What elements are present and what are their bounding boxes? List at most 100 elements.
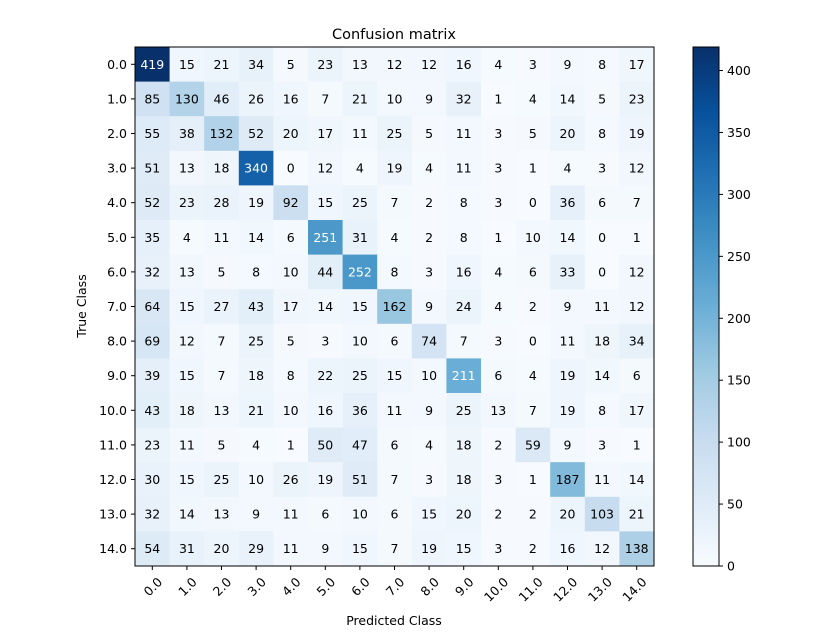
- heatmap-cell: [481, 254, 517, 290]
- heatmap-cell: [135, 531, 171, 567]
- heatmap-cell: [308, 150, 344, 186]
- heatmap-cell: [619, 323, 655, 359]
- cell-value-label: 18: [214, 161, 230, 176]
- x-tick-label: 6.0: [348, 574, 373, 599]
- cell-value-label: 3: [598, 437, 606, 452]
- cell-value-label: 19: [421, 541, 437, 556]
- heatmap-cell: [377, 220, 413, 256]
- cell-value-label: 92: [283, 195, 299, 210]
- cell-value-label: 3: [494, 161, 502, 176]
- heatmap-cell: [238, 254, 274, 290]
- heatmap-cell: [169, 358, 205, 394]
- heatmap-cell: [550, 150, 586, 186]
- heatmap-cell: [273, 185, 309, 221]
- x-axis-label: Predicted Class: [346, 613, 442, 628]
- heatmap-cell: [619, 358, 655, 394]
- cell-value-label: 43: [248, 299, 264, 314]
- colorbar-tick-label: 200: [727, 311, 751, 326]
- cell-value-label: 7: [391, 195, 399, 210]
- cell-value-label: 23: [629, 91, 645, 106]
- heatmap-cell: [411, 150, 447, 186]
- cell-value-label: 27: [214, 299, 230, 314]
- cell-value-label: 252: [348, 264, 372, 279]
- heatmap-cell: [308, 220, 344, 256]
- heatmap-cell: [446, 323, 482, 359]
- cell-value-label: 12: [629, 299, 645, 314]
- heatmap-cell: [169, 323, 205, 359]
- cell-value-label: 16: [560, 541, 576, 556]
- heatmap-cell: [550, 531, 586, 567]
- heatmap-cell: [204, 393, 240, 429]
- cell-value-label: 12: [317, 161, 333, 176]
- cell-value-label: 11: [594, 299, 610, 314]
- cell-value-label: 0: [529, 195, 537, 210]
- cell-value-label: 12: [421, 57, 437, 72]
- heatmap-cell: [273, 47, 309, 83]
- cell-value-label: 11: [560, 334, 576, 349]
- heatmap-cell: [584, 289, 620, 325]
- heatmap-cell: [550, 81, 586, 117]
- heatmap-cell: [515, 220, 551, 256]
- heatmap-cell: [377, 358, 413, 394]
- heatmap-cell: [377, 323, 413, 359]
- cell-value-label: 340: [244, 161, 268, 176]
- heatmap-cell: [446, 81, 482, 117]
- x-tick-label: 12.0: [550, 574, 580, 604]
- cell-value-label: 0: [529, 334, 537, 349]
- heatmap-cell: [308, 254, 344, 290]
- cell-value-label: 6: [494, 368, 502, 383]
- heatmap-cell: [135, 323, 171, 359]
- heatmap-cell: [342, 462, 378, 498]
- cell-value-label: 0: [287, 161, 295, 176]
- cell-value-label: 19: [248, 195, 264, 210]
- cell-value-label: 29: [248, 541, 264, 556]
- cell-value-label: 38: [179, 126, 195, 141]
- heatmap-cell: [342, 427, 378, 463]
- heatmap-cell: [342, 185, 378, 221]
- heatmap-cell: [238, 427, 274, 463]
- cell-value-label: 28: [214, 195, 230, 210]
- heatmap-cell: [550, 323, 586, 359]
- heatmap-cell: [481, 81, 517, 117]
- cell-value-label: 9: [564, 437, 572, 452]
- heatmap-cell: [411, 531, 447, 567]
- cell-value-label: 52: [248, 126, 264, 141]
- cell-value-label: 4: [425, 161, 433, 176]
- cell-value-label: 5: [287, 57, 295, 72]
- cell-value-label: 14: [629, 472, 645, 487]
- heatmap-cell: [169, 185, 205, 221]
- cell-value-label: 7: [391, 472, 399, 487]
- cell-value-label: 7: [321, 91, 329, 106]
- cell-value-label: 55: [144, 126, 160, 141]
- cell-value-label: 44: [317, 264, 333, 279]
- heatmap-cell: [238, 496, 274, 532]
- cell-value-label: 36: [352, 403, 368, 418]
- heatmap-cell: [308, 531, 344, 567]
- x-tick-label: 9.0: [452, 574, 477, 599]
- heatmap-cell: [238, 116, 274, 152]
- heatmap-cell: [273, 116, 309, 152]
- cell-value-label: 5: [529, 126, 537, 141]
- heatmap-cell: [377, 289, 413, 325]
- heatmap-cell: [169, 81, 205, 117]
- cell-value-label: 20: [283, 126, 299, 141]
- heatmap-cell: [584, 427, 620, 463]
- cell-value-label: 18: [456, 437, 472, 452]
- cell-value-label: 8: [460, 195, 468, 210]
- heatmap-cell: [515, 150, 551, 186]
- heatmap-cell: [135, 393, 171, 429]
- cell-value-label: 19: [629, 126, 645, 141]
- cell-value-label: 32: [456, 91, 472, 106]
- heatmap-cell: [135, 47, 171, 83]
- cell-value-label: 3: [529, 57, 537, 72]
- cell-value-label: 16: [456, 264, 472, 279]
- cell-value-label: 20: [456, 507, 472, 522]
- y-tick-label: 4.0: [107, 195, 127, 210]
- heatmap-cell: [584, 254, 620, 290]
- heatmap-cell: [584, 531, 620, 567]
- cell-value-label: 30: [144, 472, 160, 487]
- heatmap-cell: [342, 116, 378, 152]
- cell-value-label: 8: [598, 57, 606, 72]
- cell-value-label: 132: [210, 126, 234, 141]
- chart-title: Confusion matrix: [332, 27, 456, 43]
